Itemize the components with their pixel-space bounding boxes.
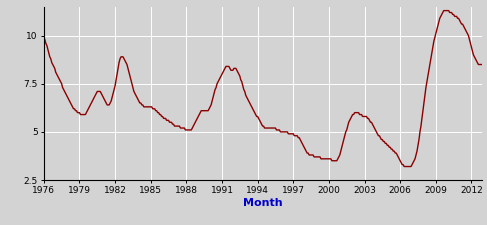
X-axis label: Month: Month	[243, 198, 283, 208]
